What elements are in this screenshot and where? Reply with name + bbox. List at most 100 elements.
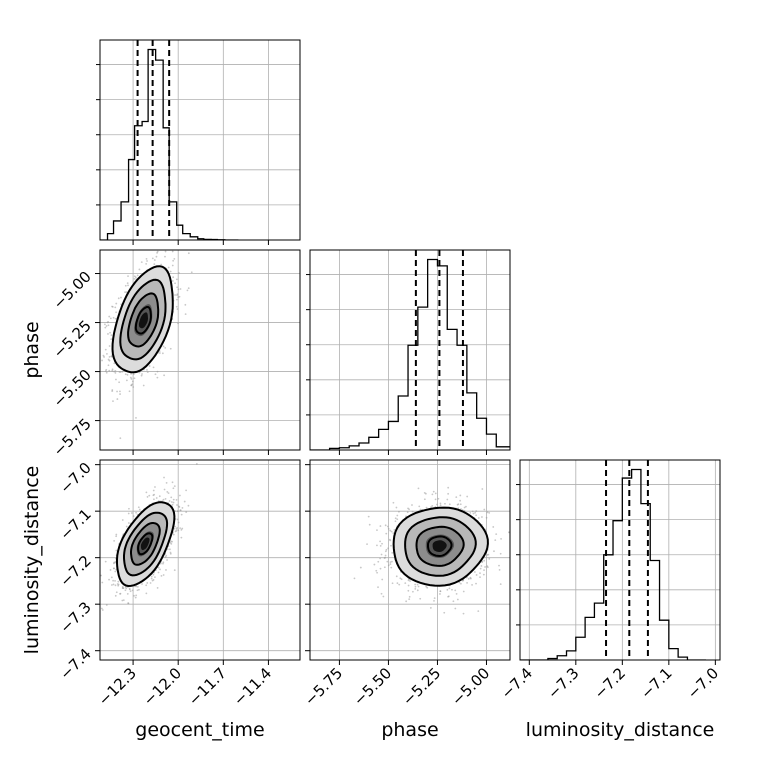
sample-point <box>176 308 179 310</box>
sample-point <box>94 408 96 410</box>
contour-line <box>134 306 152 335</box>
sample-point <box>479 572 481 575</box>
sample-point <box>187 504 190 507</box>
sample-point <box>408 598 411 601</box>
sample-point <box>386 560 389 563</box>
sample-point <box>499 583 502 586</box>
sample-point <box>479 567 482 570</box>
sample-point <box>136 589 139 592</box>
sample-point <box>400 578 403 581</box>
sample-point <box>177 322 179 325</box>
sample-point <box>175 529 178 532</box>
sample-point <box>175 247 177 249</box>
sample-point <box>390 530 393 533</box>
sample-point <box>111 369 114 372</box>
sample-point <box>173 257 176 260</box>
sample-point <box>146 496 149 498</box>
sample-point <box>483 508 486 511</box>
sample-point <box>110 338 113 341</box>
x-axis-label: geocent_time <box>135 719 264 741</box>
sample-point <box>108 359 111 362</box>
sample-point <box>119 437 122 440</box>
sample-point <box>166 491 169 493</box>
density-level <box>138 312 148 329</box>
sample-point <box>493 550 495 553</box>
sample-point <box>452 600 455 603</box>
sample-point <box>387 527 390 530</box>
contour-line <box>127 292 160 348</box>
contour-line <box>415 525 465 567</box>
sample-point <box>172 498 175 501</box>
sample-point <box>389 563 392 565</box>
sample-point <box>405 600 408 603</box>
sample-point <box>115 535 118 538</box>
x-tick-label: −7.0 <box>684 664 722 702</box>
x-axis-label: luminosity_distance <box>526 719 715 741</box>
sample-point <box>101 581 104 584</box>
sample-point <box>119 393 121 395</box>
sample-point <box>159 568 161 571</box>
sample-point <box>121 370 124 373</box>
sample-point <box>492 526 495 528</box>
sample-point <box>170 540 172 543</box>
sample-point <box>134 596 137 599</box>
sample-point <box>162 574 165 576</box>
sample-point <box>105 371 108 374</box>
sample-point <box>114 317 117 320</box>
panel-geocent_time-vs-luminosity_distance <box>95 459 301 665</box>
sample-point <box>171 280 174 282</box>
sample-point <box>481 488 484 490</box>
sample-point <box>404 582 407 585</box>
y-tick-label: −7.4 <box>56 645 94 683</box>
sample-point <box>156 376 159 379</box>
sample-point <box>145 592 148 595</box>
x-tick-label: −7.4 <box>498 664 536 702</box>
sample-point <box>111 305 114 308</box>
sample-point <box>115 591 118 594</box>
contour-line <box>392 506 489 587</box>
sample-point <box>456 503 459 506</box>
sample-point <box>145 584 148 587</box>
sample-point <box>166 548 169 551</box>
sample-point <box>164 497 167 500</box>
sample-point <box>181 507 184 509</box>
sample-point <box>107 364 110 367</box>
sample-point <box>390 566 393 569</box>
sample-point <box>162 561 165 564</box>
sample-point <box>389 561 392 564</box>
sample-point <box>178 506 181 508</box>
sample-point <box>126 282 129 285</box>
sample-point <box>172 487 175 490</box>
sample-point <box>108 315 111 318</box>
sample-point <box>114 561 117 564</box>
sample-point <box>151 579 154 582</box>
panel-frame <box>519 459 721 661</box>
sample-point <box>394 517 397 520</box>
sample-point <box>138 508 141 511</box>
panel-frame <box>99 459 301 661</box>
sample-point <box>414 583 417 586</box>
sample-point <box>113 539 116 542</box>
sample-point <box>475 510 478 512</box>
sample-point <box>112 316 115 319</box>
sample-point <box>423 498 426 501</box>
sample-point <box>411 510 414 513</box>
density-geocent_time-luminosity_distance <box>100 463 198 611</box>
sample-point <box>153 498 155 501</box>
x-tick-label: −12.3 <box>95 664 140 709</box>
sample-point <box>429 607 432 609</box>
sample-point <box>451 588 453 591</box>
sample-point <box>112 400 114 403</box>
sample-point <box>443 611 446 614</box>
sample-point <box>164 556 167 558</box>
sample-point <box>115 378 117 381</box>
sample-point <box>129 376 132 379</box>
sample-point <box>385 548 388 551</box>
contour-line <box>123 511 169 577</box>
sample-point <box>140 374 143 377</box>
sample-point <box>379 567 382 570</box>
sample-point <box>417 487 420 490</box>
y-tick-label: −7.2 <box>56 552 94 590</box>
sample-point <box>124 586 127 589</box>
